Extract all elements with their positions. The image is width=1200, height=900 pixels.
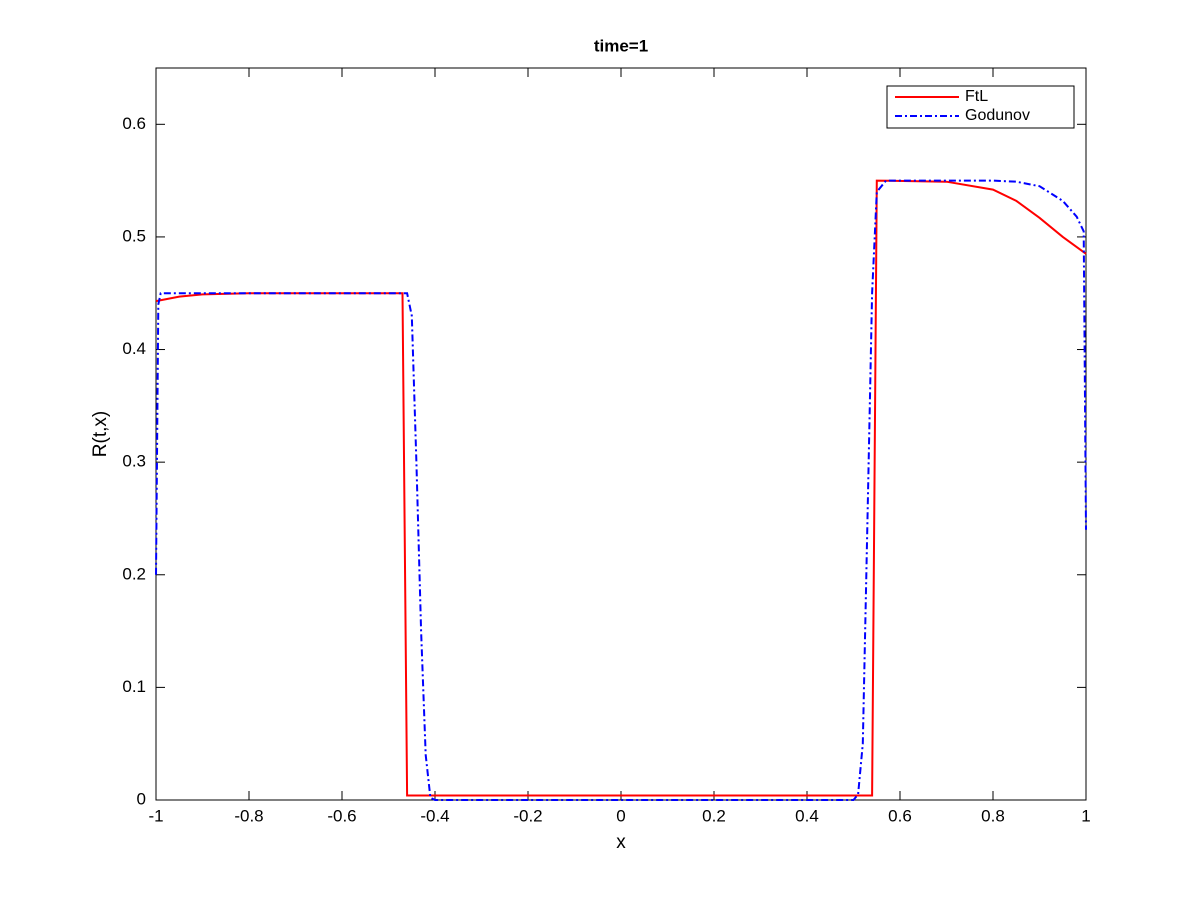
- x-tick-label: 0.4: [795, 806, 819, 825]
- legend-box: [886, 85, 1075, 129]
- y-axis-label: R(t,x): [90, 411, 111, 457]
- legend-label: Godunov: [965, 107, 1030, 124]
- x-tick-label: 1: [1081, 806, 1090, 825]
- chart-title: time=1: [594, 36, 648, 55]
- x-tick-label: -1: [148, 806, 163, 825]
- y-tick-label: 0.2: [122, 564, 146, 583]
- x-tick-label: 0.8: [981, 806, 1005, 825]
- x-tick-label: -0.4: [420, 806, 449, 825]
- axes-box: [155, 67, 1087, 801]
- y-tick-label: 0.3: [122, 452, 146, 471]
- legend-label: FtL: [965, 88, 988, 105]
- x-tick-label: -0.2: [513, 806, 542, 825]
- data-line: [155, 179, 1087, 801]
- x-tick-label: 0: [616, 806, 625, 825]
- x-tick-label: -0.6: [327, 806, 356, 825]
- y-tick-label: 0.6: [122, 114, 146, 133]
- x-tick-label: -0.8: [234, 806, 263, 825]
- y-tick-label: 0.1: [122, 677, 146, 696]
- y-tick-label: 0.5: [122, 226, 146, 245]
- data-line: [155, 179, 1087, 797]
- x-tick-label: 0.6: [888, 806, 912, 825]
- legend: FtL Godunov: [886, 85, 1075, 129]
- y-tick-label: 0.4: [122, 339, 146, 358]
- x-axis-label: x: [616, 832, 626, 853]
- y-tick-label: 0: [137, 789, 146, 808]
- x-tick-label: 0.2: [702, 806, 726, 825]
